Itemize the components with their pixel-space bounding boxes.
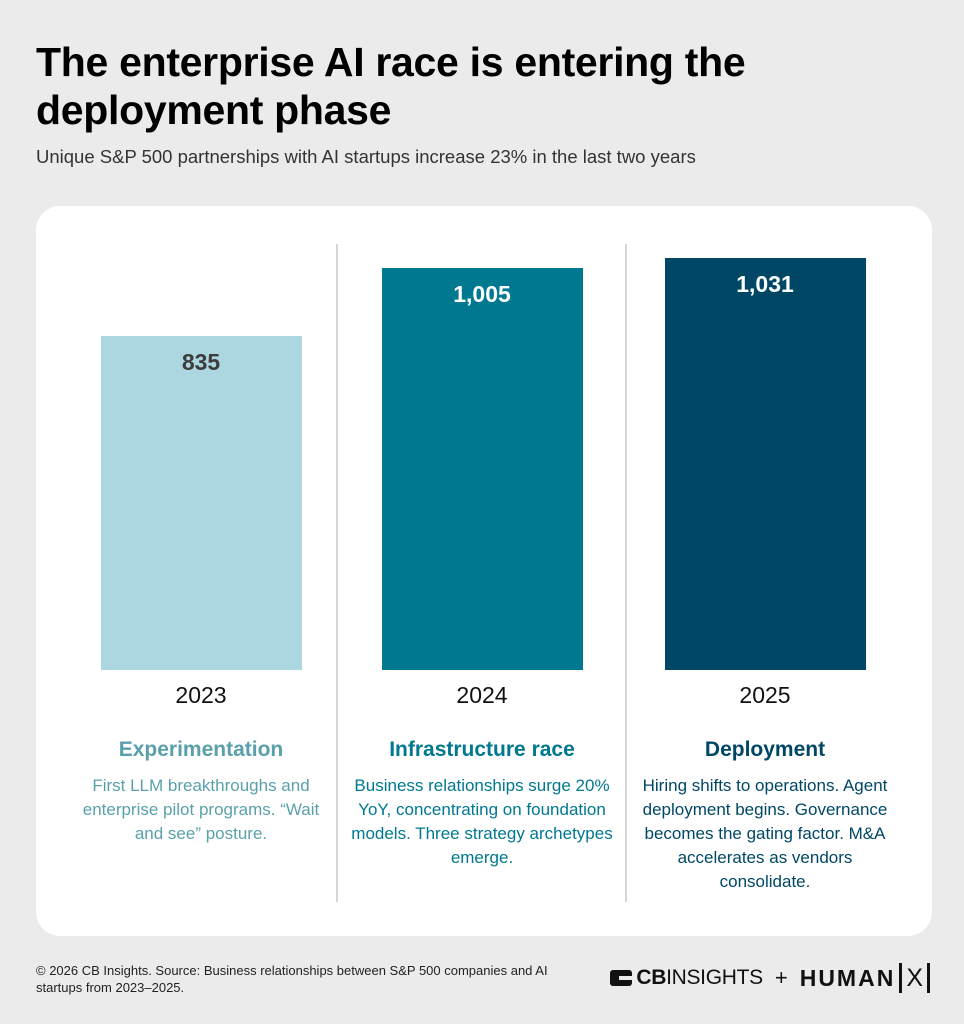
bar-2025: 1,031: [664, 257, 866, 670]
plus-sign: +: [774, 965, 788, 990]
cbinsights-logo-rest: INSIGHTS: [666, 966, 763, 989]
phase-description: Hiring shifts to operations. Agent deplo…: [642, 776, 888, 891]
logos: CBINSIGHTS + HUMAN X: [610, 963, 930, 993]
phase-title: Experimentation: [118, 738, 284, 761]
bar-value-label: 835: [181, 349, 221, 375]
chart-card: 835 2023 Experimentation First LLM breakthr…: [36, 206, 932, 936]
x-tick-label: 2023: [175, 682, 227, 708]
cbinsights-mark-icon: [610, 970, 633, 986]
column-divider: [336, 244, 338, 902]
humanx-logo: HUMAN X: [800, 963, 930, 993]
cbinsights-logo: CBINSIGHTS: [610, 966, 763, 990]
x-tick-label: 2024: [456, 682, 508, 708]
humanx-logo-x: X: [899, 963, 930, 993]
bar-2023: 835: [100, 336, 302, 670]
chart-title: The enterprise AI race is entering the d…: [36, 39, 746, 133]
cbinsights-logo-bold: CB: [636, 966, 667, 989]
chart-subtitle: Unique S&P 500 partnerships with AI star…: [36, 146, 696, 167]
phase-title: Deployment: [704, 738, 826, 761]
phase-description: Business relationships surge 20% YoY, co…: [351, 776, 613, 867]
bar-2024: 1,005: [381, 268, 583, 670]
humanx-logo-text: HUMAN: [799, 964, 896, 991]
phase-title: Infrastructure race: [389, 738, 575, 761]
x-tick-label: 2025: [739, 682, 791, 708]
bar-value-label: 1,005: [453, 281, 511, 307]
phase-description: First LLM breakthroughs and enterprise p…: [82, 776, 320, 843]
column-divider: [625, 244, 627, 902]
source-note: © 2026 CB Insights. Source: Business rel…: [36, 963, 548, 995]
bar-value-label: 1,031: [736, 270, 794, 297]
